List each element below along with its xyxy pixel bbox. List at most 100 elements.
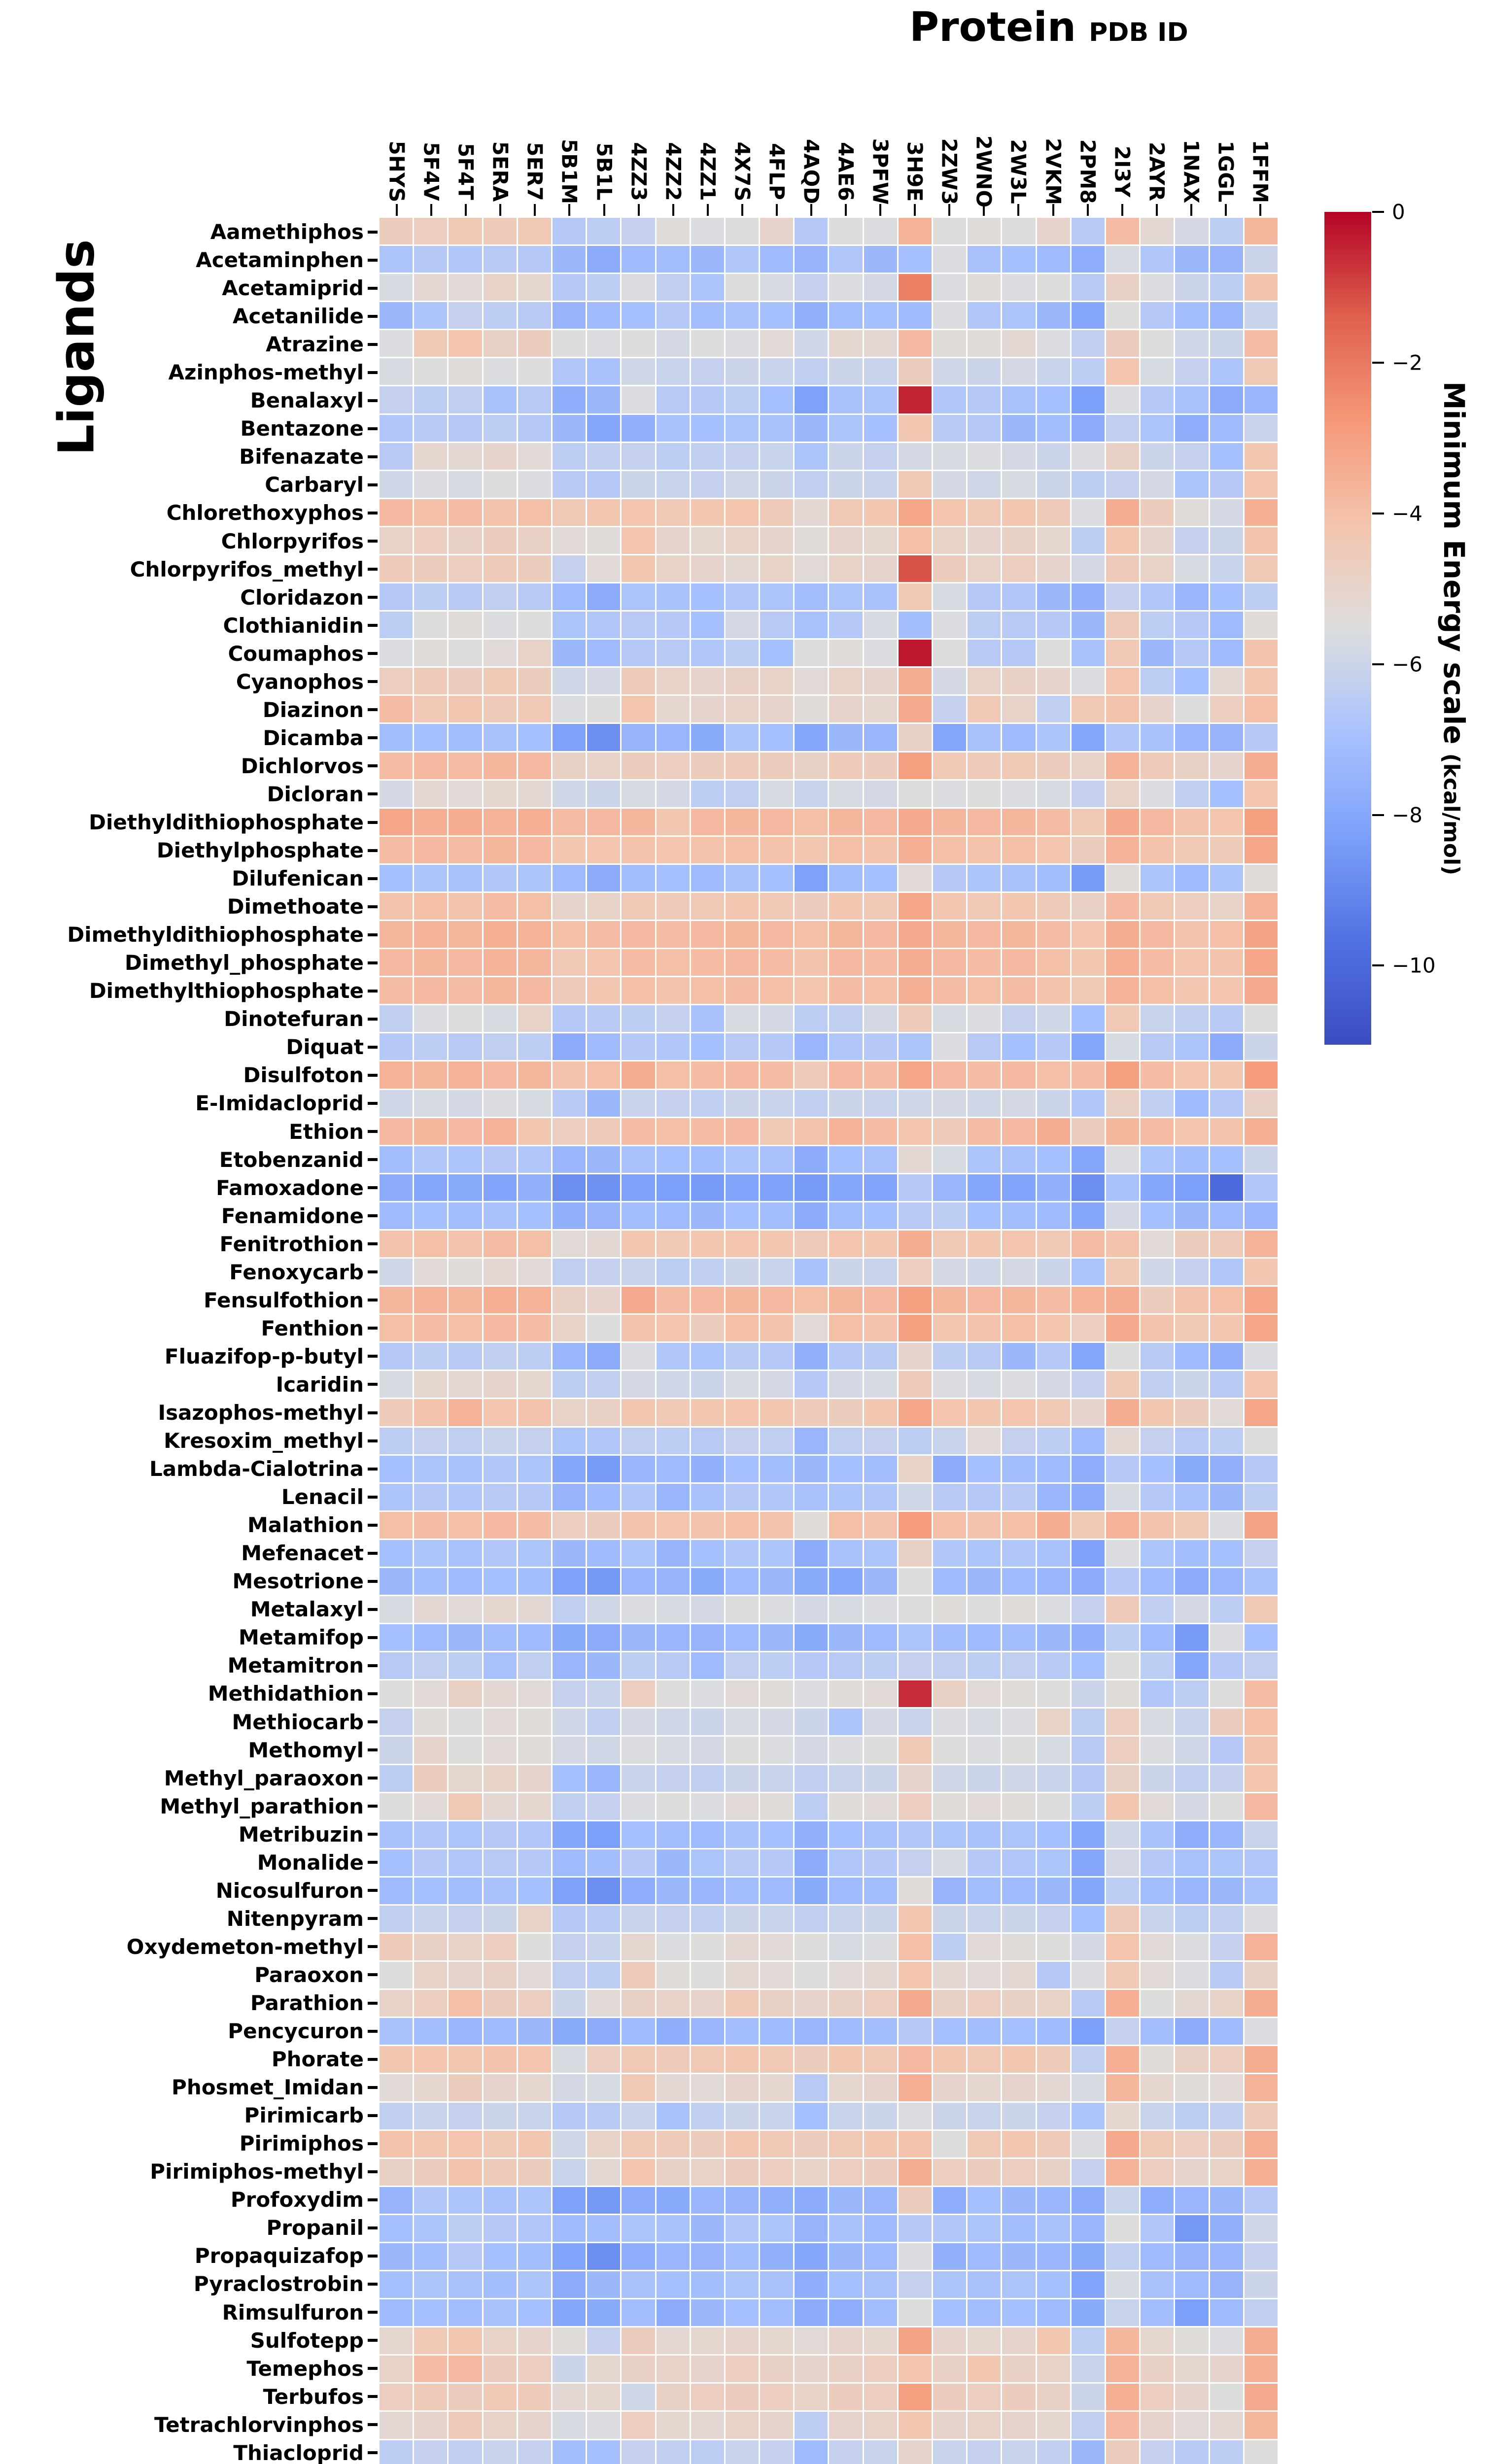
heatmap-cell — [933, 1090, 967, 1117]
heatmap-cell — [1141, 1483, 1174, 1510]
heatmap-cell — [933, 274, 967, 301]
heatmap-cell — [968, 1596, 1001, 1623]
heatmap-cell — [587, 1427, 621, 1454]
heatmap-cell — [760, 836, 794, 863]
heatmap-cell — [898, 1287, 932, 1314]
heatmap-cell — [968, 808, 1001, 835]
heatmap-cell — [414, 696, 448, 723]
heatmap-cell — [1210, 752, 1243, 779]
heatmap-cell — [1175, 274, 1209, 301]
y-axis-label: Paraoxon — [254, 1962, 364, 1987]
heatmap-cell — [829, 2130, 863, 2157]
heatmap-cell — [483, 1624, 517, 1651]
heatmap-cell — [933, 836, 967, 863]
heatmap-cell — [622, 1877, 655, 1904]
heatmap-cell — [1141, 2046, 1174, 2073]
heatmap-cell — [483, 358, 517, 385]
heatmap-cell — [518, 1821, 551, 1848]
x-axis-label: 2VKM — [1041, 137, 1065, 205]
heatmap-cell — [898, 1511, 932, 1539]
heatmap-cell — [1175, 2327, 1209, 2355]
heatmap-cell — [1002, 1596, 1036, 1623]
heatmap-cell — [725, 2412, 759, 2439]
heatmap-cell — [1071, 2215, 1105, 2242]
heatmap-cell — [1141, 2440, 1174, 2464]
heatmap-cell — [898, 1624, 932, 1651]
heatmap-cell — [656, 1005, 690, 1032]
heatmap-cell — [414, 1596, 448, 1623]
heatmap-cell — [725, 330, 759, 357]
heatmap-cell — [864, 836, 897, 863]
heatmap-cell — [725, 2130, 759, 2157]
heatmap-cell — [1002, 1793, 1036, 1820]
heatmap-cell — [1106, 780, 1140, 807]
heatmap-cell — [380, 246, 413, 273]
heatmap-cell — [795, 1905, 828, 1933]
heatmap-cell — [864, 1877, 897, 1904]
heatmap-cell — [1002, 358, 1036, 385]
heatmap-cell — [760, 612, 794, 639]
y-tick-mark — [368, 568, 378, 571]
heatmap-cell — [864, 1568, 897, 1595]
heatmap-cell — [622, 274, 655, 301]
heatmap-cell — [691, 1146, 724, 1173]
heatmap-cell — [1244, 1090, 1278, 1117]
heatmap-cell — [1071, 2271, 1105, 2298]
heatmap-cell — [795, 527, 828, 554]
heatmap-cell — [829, 1371, 863, 1398]
colorbar-tick-mark — [1372, 211, 1384, 213]
heatmap-cell — [829, 1174, 863, 1201]
y-tick-mark — [368, 1523, 378, 1527]
heatmap-cell — [622, 1793, 655, 1820]
heatmap-cell — [449, 1821, 482, 1848]
heatmap-cell — [449, 752, 482, 779]
heatmap-cell — [518, 443, 551, 470]
heatmap-cell — [691, 977, 724, 1004]
heatmap-cell — [829, 2412, 863, 2439]
heatmap-cell — [1071, 1934, 1105, 1961]
heatmap-cell — [1210, 358, 1243, 385]
colorbar-tick-label: 0 — [1392, 200, 1405, 224]
heatmap-cell — [691, 1343, 724, 1370]
heatmap-cell — [1002, 1765, 1036, 1792]
heatmap-cell — [1244, 1146, 1278, 1173]
heatmap-cell — [656, 443, 690, 470]
heatmap-cell — [691, 836, 724, 863]
heatmap-cell — [760, 2271, 794, 2298]
heatmap-cell — [968, 499, 1001, 526]
heatmap-cell — [1210, 2299, 1243, 2327]
heatmap-cell — [552, 218, 586, 245]
heatmap-cell — [1106, 752, 1140, 779]
y-axis-label: Monalide — [257, 1850, 364, 1875]
heatmap-cell — [587, 1765, 621, 1792]
heatmap-cell — [1244, 1990, 1278, 2017]
heatmap-cell — [656, 696, 690, 723]
heatmap-cell — [898, 2412, 932, 2439]
heatmap-cell — [449, 1793, 482, 1820]
heatmap-cell — [968, 555, 1001, 582]
heatmap-cell — [1175, 1005, 1209, 1032]
colorbar-tick-mark — [1372, 512, 1384, 514]
heatmap-cell — [518, 2271, 551, 2298]
heatmap-cell — [1210, 1483, 1243, 1510]
heatmap-cell — [760, 892, 794, 920]
heatmap-cell — [587, 358, 621, 385]
colorbar-tick-mark — [1372, 814, 1384, 816]
heatmap-cell — [1002, 1849, 1036, 1876]
heatmap-cell — [414, 274, 448, 301]
heatmap-cell — [449, 1118, 482, 1145]
heatmap-cell — [864, 1680, 897, 1708]
y-tick-mark — [368, 2226, 378, 2229]
heatmap-cell — [864, 302, 897, 329]
heatmap-cell — [1037, 1596, 1070, 1623]
heatmap-cell — [1037, 1090, 1070, 1117]
heatmap-cell — [898, 1146, 932, 1173]
heatmap-cell — [725, 640, 759, 667]
y-axis-label: Acetaminphen — [196, 248, 364, 273]
heatmap-cell — [449, 1765, 482, 1792]
heatmap-cell — [1071, 612, 1105, 639]
heatmap-cell — [414, 1905, 448, 1933]
heatmap-cell — [449, 1962, 482, 1989]
heatmap-cell — [518, 2215, 551, 2242]
heatmap-cell — [933, 1765, 967, 1792]
